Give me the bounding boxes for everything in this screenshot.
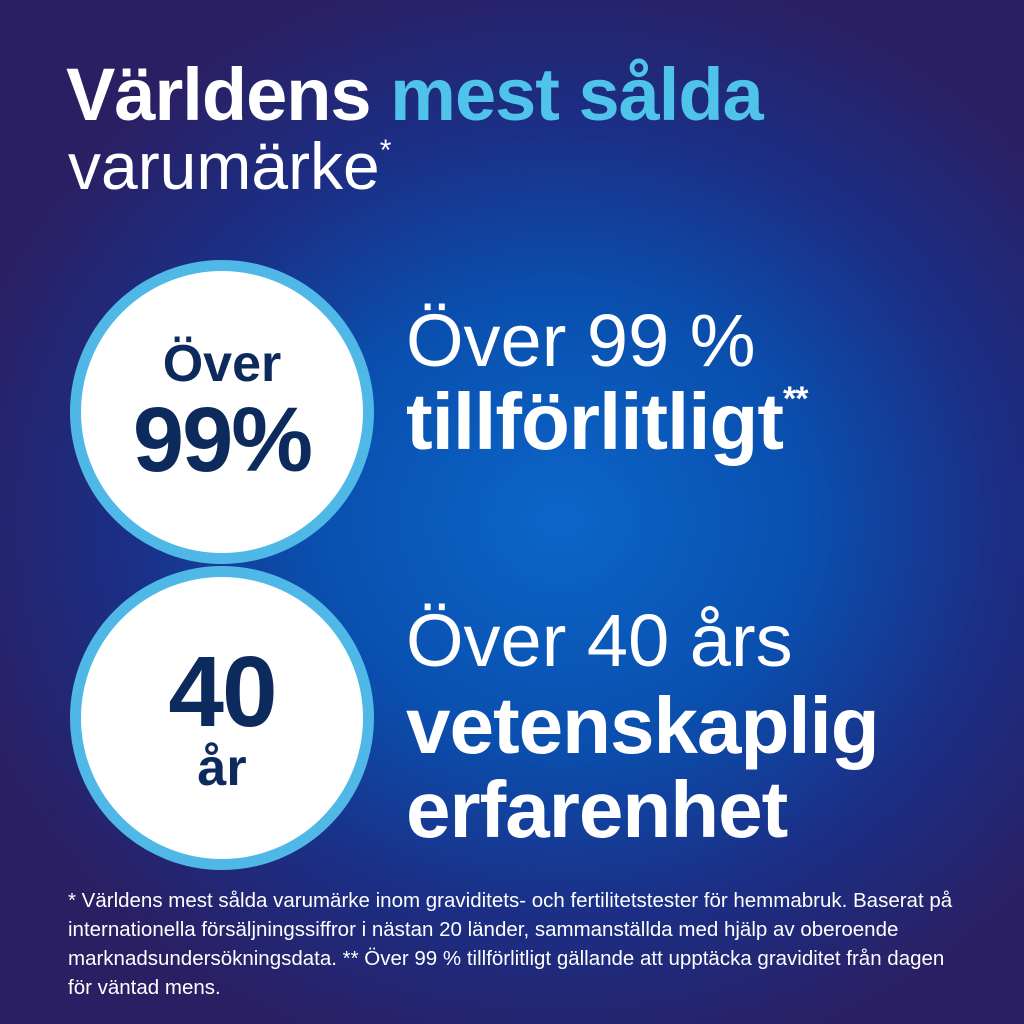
headline-accent: mest sålda	[390, 53, 764, 136]
claim-2-bold-2: erfarenhet	[406, 765, 788, 854]
footnote: * Världens mest sålda varumärke inom gra…	[68, 889, 953, 999]
badge-40-years: 40 år	[70, 566, 374, 870]
claim-1-light: Över 99 %	[406, 299, 756, 382]
badge-main: 99%	[132, 389, 313, 491]
claim-2-light: Över 40 års	[406, 599, 793, 682]
claim-1-bold: tillförlitligt**	[406, 376, 809, 468]
badge-main: 40	[168, 636, 277, 748]
headline-line2-text: varumärke	[68, 129, 380, 203]
badge-99-percent: Över 99%	[70, 260, 374, 564]
headline-line2: varumärke*	[68, 128, 391, 204]
headline: Världens mest sålda	[66, 52, 764, 137]
footnote-mark: **	[783, 380, 808, 418]
claim-1-bold-text: tillförlitligt	[406, 377, 784, 466]
badge-top: Över	[162, 335, 282, 393]
headline-part1: Världens	[66, 53, 372, 136]
badge-bottom: år	[197, 739, 247, 797]
footnote-mark: *	[379, 134, 392, 167]
claim-2-bold-1: vetenskaplig	[406, 681, 880, 770]
